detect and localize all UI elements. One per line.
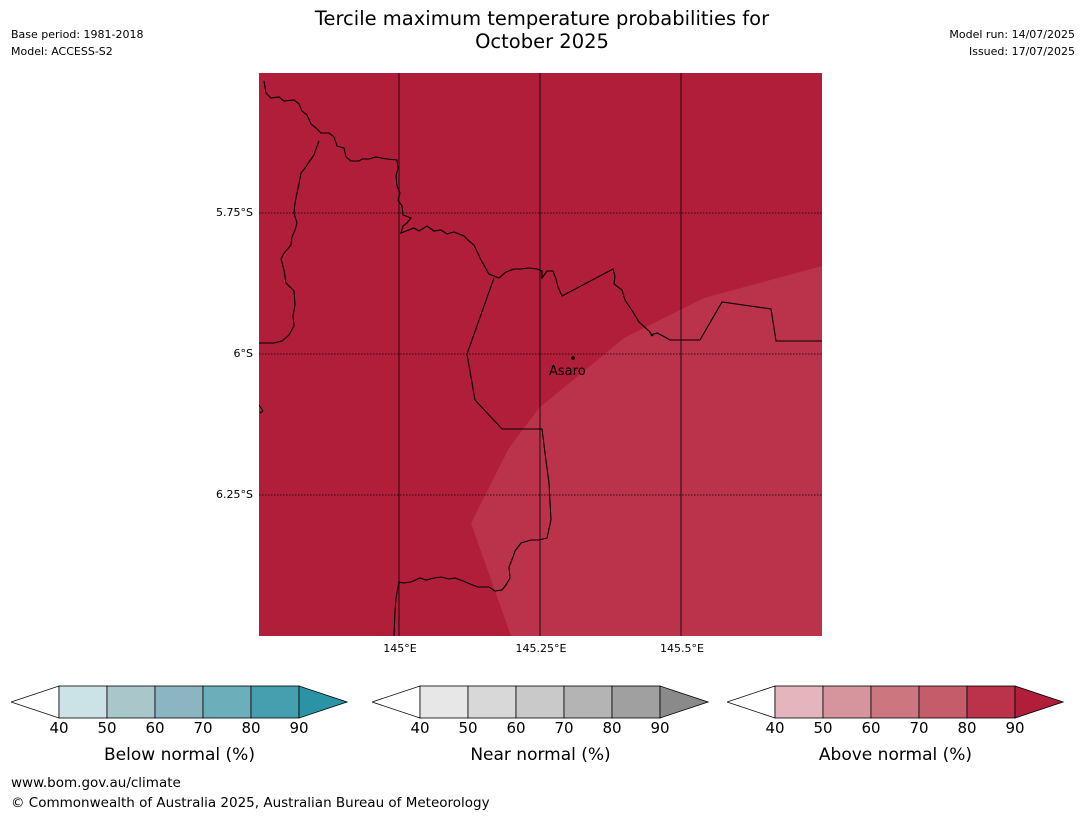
colorbar-tick: 80 <box>957 719 977 737</box>
colorbar-above-scale <box>725 685 1065 719</box>
footer-copyright: © Commonwealth of Australia 2025, Austra… <box>11 795 490 811</box>
page-title: Tercile maximum temperature probabilitie… <box>242 7 842 53</box>
model-run-text: Model run: 14/07/2025 <box>949 28 1075 41</box>
header-left: Base period: 1981-2018 Model: ACCESS-S2 <box>11 26 143 60</box>
colorbar-extend-low <box>725 685 776 719</box>
lon-tick: 145.25°E <box>515 642 567 655</box>
colorbar-segment <box>918 685 968 719</box>
colorbar-extend-low <box>9 685 60 719</box>
header-right: Model run: 14/07/2025 Issued: 17/07/2025 <box>949 26 1075 60</box>
colorbar-extend-low <box>370 685 421 719</box>
colorbar-tick: 90 <box>650 719 670 737</box>
colorbar-segment <box>106 685 156 719</box>
colorbar-tick: 60 <box>861 719 881 737</box>
colorbar-tick: 70 <box>909 719 929 737</box>
colorbar-tick: 70 <box>554 719 574 737</box>
probability-map <box>259 73 822 636</box>
colorbar-tick: 50 <box>97 719 117 737</box>
colorbar-tick: 40 <box>49 719 69 737</box>
graticule <box>259 73 822 636</box>
lat-tick: 5.75°S <box>216 206 253 219</box>
colorbar-segment <box>202 685 252 719</box>
colorbar-above: 40 50 60 70 80 90 Above normal (%) <box>725 685 1065 765</box>
footer-website: www.bom.gov.au/climate <box>11 775 181 791</box>
colorbar-label: Near normal (%) <box>470 745 611 765</box>
colorbar-segment <box>611 685 661 719</box>
lon-tick: 145°E <box>383 642 417 655</box>
region-70-80 <box>471 266 822 636</box>
colorbar-extend-high <box>659 685 710 719</box>
colorbar-near-scale <box>370 685 710 719</box>
boundary-edge <box>259 404 264 414</box>
colorbar-segment <box>563 685 613 719</box>
colorbar-segment <box>154 685 204 719</box>
province-boundaries <box>259 80 822 636</box>
colorbar-label: Above normal (%) <box>818 745 973 765</box>
boundary-south <box>393 277 552 636</box>
boundary-west <box>259 140 320 344</box>
colorbar-extend-high <box>1014 685 1065 719</box>
issued-text: Issued: 17/07/2025 <box>968 45 1075 58</box>
colorbar-segment <box>966 685 1016 719</box>
base-period-text: Base period: 1981-2018 <box>11 28 144 41</box>
colorbar-extend-high <box>298 685 349 719</box>
colorbar-label: Below normal (%) <box>104 745 255 765</box>
colorbar-tick: 60 <box>506 719 526 737</box>
colorbar-tick: 70 <box>193 719 213 737</box>
colorbar-tick: 80 <box>241 719 261 737</box>
colorbar-segment <box>250 685 300 719</box>
lat-tick: 6°S <box>233 347 253 360</box>
colorbar-tick: 50 <box>813 719 833 737</box>
model-text: Model: ACCESS-S2 <box>11 45 113 58</box>
colorbar-segment <box>515 685 565 719</box>
title-line-1: Tercile maximum temperature probabilitie… <box>314 7 770 30</box>
lon-tick: 145.5°E <box>660 642 704 655</box>
colorbar-below: 40 50 60 70 80 90 Below normal (%) <box>9 685 349 765</box>
colorbar-tick: 80 <box>602 719 622 737</box>
title-line-2: October 2025 <box>475 30 609 53</box>
place-label-asaro: Asaro <box>549 364 586 379</box>
colorbar-tick: 50 <box>458 719 478 737</box>
colorbar-near: 40 50 60 70 80 90 Near normal (%) <box>370 685 710 765</box>
colorbar-segment <box>58 685 108 719</box>
colorbar-segment <box>774 685 824 719</box>
colorbar-segment <box>467 685 517 719</box>
colorbar-segment <box>419 685 469 719</box>
colorbar-tick: 40 <box>765 719 785 737</box>
colorbar-tick: 60 <box>145 719 165 737</box>
colorbar-tick: 90 <box>1005 719 1025 737</box>
asaro-marker <box>571 356 575 360</box>
lat-tick: 6.25°S <box>216 488 253 501</box>
colorbar-below-scale <box>9 685 349 719</box>
colorbar-tick: 40 <box>410 719 430 737</box>
colorbar-segment <box>870 685 920 719</box>
colorbar-tick: 90 <box>289 719 309 737</box>
colorbar-segment <box>822 685 872 719</box>
boundary-north <box>263 80 822 342</box>
